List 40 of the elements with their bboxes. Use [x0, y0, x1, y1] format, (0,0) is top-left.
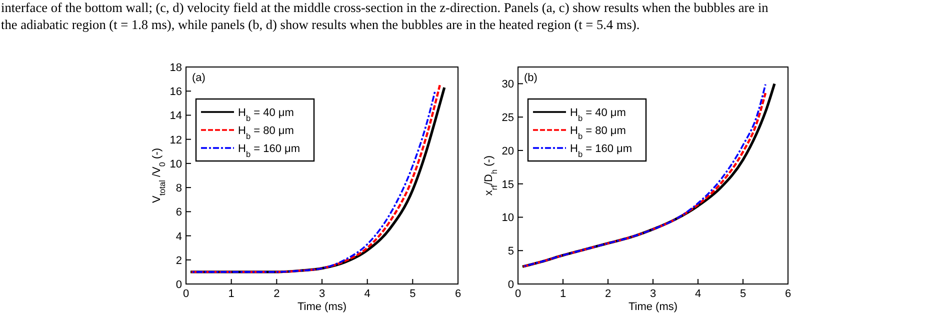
y-tick-label: 14	[170, 110, 182, 122]
legend-label: H$_{b}$ = 80 μm	[238, 125, 294, 140]
y-tick-label: 0	[176, 279, 182, 291]
y-tick-label: 16	[170, 86, 182, 98]
x-tick-label: 3	[650, 288, 656, 300]
legend-label: H$_{b}$ = 160 μm	[570, 143, 632, 158]
legend-label: H$_{b}$ = 160 μm	[238, 143, 300, 158]
y-tick-label: 0	[508, 279, 514, 291]
x-axis-title: Time (ms)	[297, 301, 347, 313]
y-tick-label: 6	[176, 206, 182, 219]
x-tick-label: 2	[604, 288, 612, 300]
y-tick-label: 4	[176, 230, 182, 243]
y-tick-label: 30	[502, 78, 514, 91]
legend-label: H$_{b}$ = 40 μm	[238, 107, 294, 122]
y-tick-label: 25	[502, 112, 514, 124]
legend-label: H$_{b}$ = 40 μm	[570, 107, 626, 122]
y-tick-label: 8	[176, 182, 182, 195]
x-tick-label: 3	[318, 288, 326, 300]
y-tick-label: 15	[502, 178, 514, 191]
annotation: (a)	[192, 72, 206, 84]
text: interface of the bottom wall; (c, d) velocity field at the middle cross-section in the z-direction. Panels (a, c) show results when the bubbles are in the adiabatic region (t = 1.8 ms), while panels (b, d) show results when the bubbles are in the heated region (t = 5.4 ms).	[1, 0, 769, 32]
y-tick-label: 12	[170, 134, 182, 146]
annotation: (b)	[524, 72, 538, 84]
x-tick-label: 5	[410, 288, 416, 300]
legend-label: H$_{b}$ = 80 μm	[570, 125, 626, 140]
x-tick-label: 2	[274, 288, 280, 300]
x-tick-label: 4	[364, 288, 370, 300]
x-tick-label: 4	[694, 288, 702, 300]
y-tick-label: 20	[502, 145, 514, 158]
x-tick-label: 5	[740, 288, 746, 300]
y-tick-label: 5	[508, 246, 514, 258]
y-tick-label: 10	[170, 158, 182, 170]
x-axis-title: Time (ms)	[628, 301, 678, 313]
x-tick-label: 1	[560, 288, 566, 300]
y-tick-label: 10	[502, 212, 514, 224]
y-tick-label: 18	[170, 62, 182, 74]
x-tick-label: 6	[784, 288, 792, 300]
x-tick-label: 6	[454, 288, 462, 300]
x-tick-label: 1	[228, 288, 234, 300]
y-tick-label: 2	[176, 254, 182, 267]
